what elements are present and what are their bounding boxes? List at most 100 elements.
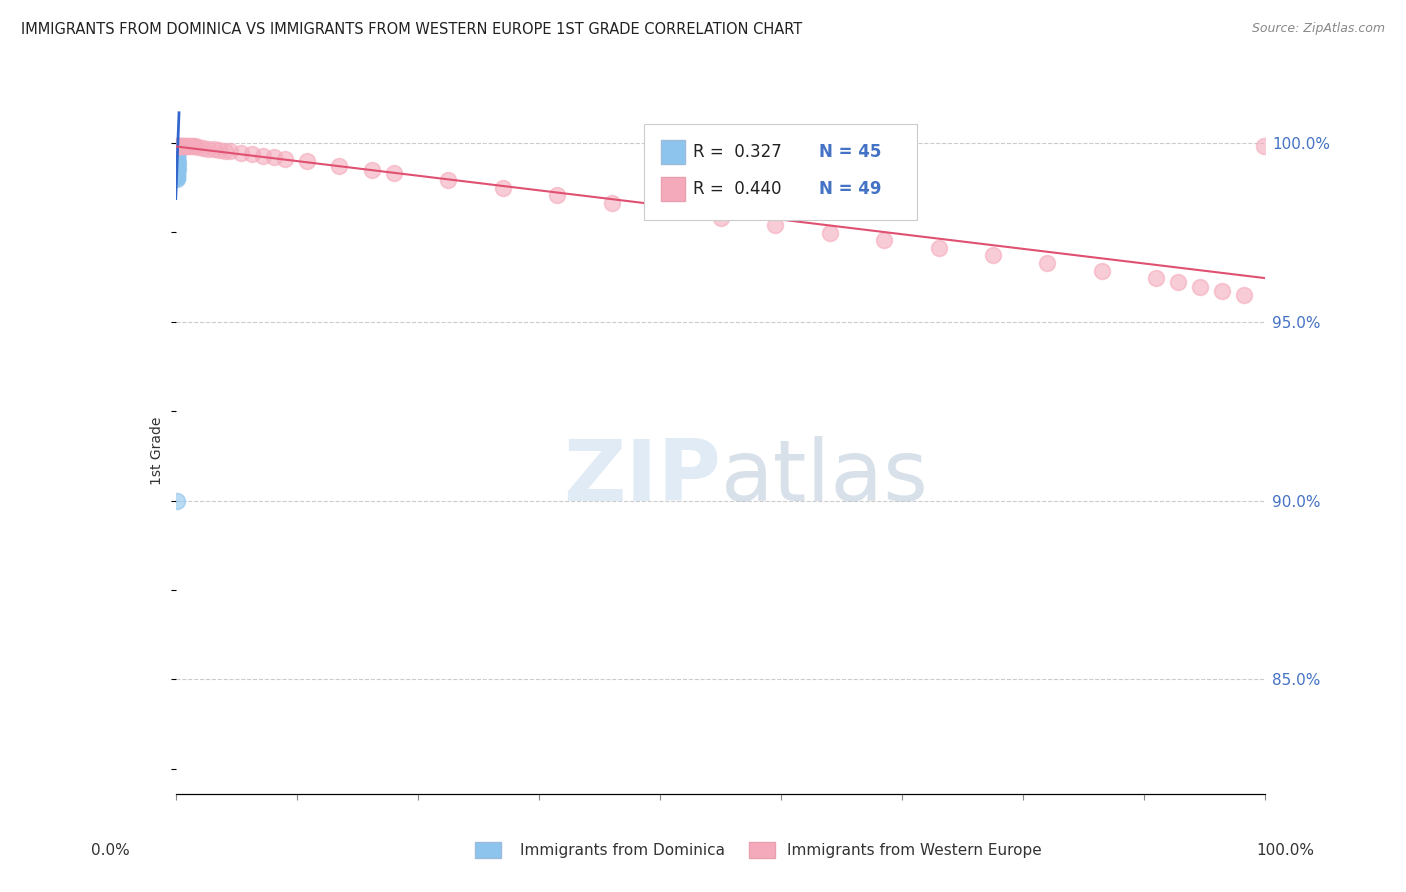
Point: [166, 153, 188, 167]
Point: [166, 146, 188, 161]
Point: [177, 139, 200, 153]
Point: [166, 168, 188, 182]
Point: [166, 156, 188, 170]
Point: [167, 162, 190, 177]
Point: [166, 150, 188, 164]
Point: [166, 169, 188, 184]
Point: [166, 141, 188, 155]
Text: R =  0.327: R = 0.327: [693, 143, 782, 161]
Text: ZIP: ZIP: [562, 436, 721, 519]
Point: [1144, 271, 1167, 285]
Text: N = 49: N = 49: [818, 180, 882, 198]
Point: [166, 139, 188, 153]
Point: [181, 139, 204, 153]
Point: [166, 165, 188, 179]
Point: [981, 248, 1004, 262]
Text: N = 45: N = 45: [818, 143, 882, 161]
Point: [166, 160, 188, 174]
Point: [170, 139, 193, 153]
Point: [240, 147, 263, 161]
Point: [166, 139, 188, 153]
Point: [176, 139, 198, 153]
FancyBboxPatch shape: [661, 140, 685, 164]
Point: [1232, 288, 1256, 302]
Point: [437, 173, 460, 187]
Point: [928, 241, 950, 255]
Point: [166, 163, 188, 178]
Text: Immigrants from Dominica: Immigrants from Dominica: [520, 844, 725, 858]
Text: atlas: atlas: [721, 436, 928, 519]
Point: [166, 156, 188, 170]
Point: [166, 153, 188, 168]
Text: 0.0%: 0.0%: [91, 843, 131, 858]
FancyBboxPatch shape: [644, 124, 917, 220]
Point: [166, 149, 188, 163]
Y-axis label: 1st Grade: 1st Grade: [150, 417, 165, 484]
Point: [166, 155, 188, 169]
Point: [166, 164, 188, 178]
Point: [360, 163, 382, 178]
Point: [710, 211, 733, 225]
Point: [173, 139, 195, 153]
Text: 100.0%: 100.0%: [1257, 843, 1315, 858]
Point: [166, 152, 188, 166]
Point: [382, 166, 405, 180]
Point: [166, 169, 188, 183]
Text: R =  0.440: R = 0.440: [693, 180, 782, 198]
Point: [166, 146, 188, 161]
Point: [174, 139, 197, 153]
Point: [169, 139, 191, 153]
Point: [252, 149, 274, 163]
Point: [166, 142, 188, 156]
Point: [166, 145, 188, 159]
Point: [166, 170, 188, 185]
Point: [818, 226, 841, 240]
FancyBboxPatch shape: [749, 842, 775, 858]
Point: [763, 219, 786, 233]
Point: [166, 145, 188, 160]
Point: [166, 142, 188, 156]
Point: [197, 142, 219, 156]
Point: [184, 139, 207, 153]
Point: [1167, 276, 1189, 290]
Point: [191, 141, 214, 155]
Point: [263, 150, 285, 164]
Point: [1211, 284, 1233, 298]
Point: [295, 154, 318, 169]
Point: [166, 139, 188, 153]
Point: [166, 141, 188, 155]
Point: [166, 144, 188, 158]
Point: [546, 188, 568, 202]
Point: [166, 150, 188, 164]
Point: [208, 143, 231, 157]
Point: [167, 139, 190, 153]
Point: [231, 145, 253, 160]
Point: [166, 172, 188, 186]
Point: [1189, 279, 1212, 293]
Point: [166, 144, 188, 158]
FancyBboxPatch shape: [475, 842, 501, 858]
Point: [1091, 263, 1114, 277]
Point: [167, 139, 190, 153]
Point: [172, 139, 194, 153]
Point: [166, 493, 188, 508]
Point: [1036, 256, 1059, 270]
Text: IMMIGRANTS FROM DOMINICA VS IMMIGRANTS FROM WESTERN EUROPE 1ST GRADE CORRELATION: IMMIGRANTS FROM DOMINICA VS IMMIGRANTS F…: [21, 22, 803, 37]
Point: [214, 144, 236, 158]
Point: [166, 145, 188, 160]
Point: [166, 154, 188, 169]
Point: [180, 139, 202, 153]
FancyBboxPatch shape: [661, 178, 685, 202]
Point: [328, 159, 350, 173]
Point: [166, 159, 188, 173]
Point: [274, 152, 297, 166]
Point: [873, 234, 896, 248]
Point: [166, 148, 188, 162]
Point: [166, 151, 188, 165]
Point: [1253, 139, 1275, 153]
Point: [600, 195, 623, 210]
Text: Immigrants from Western Europe: Immigrants from Western Europe: [787, 844, 1042, 858]
Point: [166, 143, 188, 157]
Point: [166, 147, 188, 161]
Point: [166, 141, 188, 155]
